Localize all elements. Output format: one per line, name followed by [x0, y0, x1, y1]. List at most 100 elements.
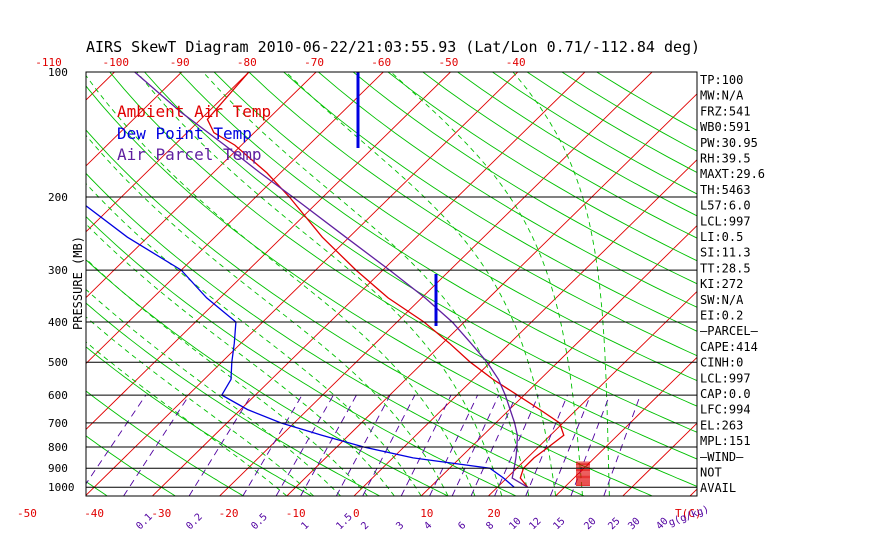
bottom-temp-tick-label: -20: [219, 507, 239, 520]
index-label: MAXT:29.6: [700, 167, 765, 181]
moist-adiabat-line: [86, 341, 288, 496]
isotherm-line: [0, 72, 47, 496]
dry-adiabat-line: [86, 129, 653, 496]
pressure-tick-label: 400: [48, 316, 68, 329]
dry-adiabat-line: [248, 72, 697, 357]
index-label: PW:30.95: [700, 136, 758, 150]
index-label: LFC:994: [700, 403, 751, 417]
moist-adiabat-line: [86, 134, 449, 496]
legend: Ambient Air Temp Dew Point Temp Air Parc…: [117, 102, 271, 164]
mixing-ratio-label: 12: [527, 516, 543, 532]
top-temp-tick-label: -40: [506, 56, 526, 69]
mixing-ratio-label: 6: [456, 520, 468, 532]
moist-adiabat-line: [136, 72, 503, 496]
moist-adiabat-line: [86, 316, 315, 496]
mixing-ratio-line: [470, 394, 517, 496]
dry-adiabat-line: [109, 72, 697, 460]
dry-adiabat-line: [144, 72, 697, 433]
index-label: AVAIL: [700, 481, 736, 495]
dry-adiabat-line: [283, 72, 697, 332]
index-label: CAPE:414: [700, 340, 758, 354]
mixing-ratio-label: 30: [626, 516, 642, 532]
dry-adiabat-line: [86, 346, 312, 496]
mixing-ratio-label: 1: [299, 520, 311, 532]
top-temp-tick-label: -60: [371, 56, 391, 69]
top-temp-tick-label: -100: [103, 56, 129, 69]
index-label: RH:39.5: [700, 152, 751, 166]
index-label: TP:100: [700, 73, 743, 87]
dry-adiabat-line: [526, 72, 697, 173]
pressure-tick-label: 100: [48, 66, 68, 79]
mixing-ratio-line: [300, 394, 357, 496]
index-label: MPL:151: [700, 434, 751, 448]
mixing-ratio-line: [494, 394, 539, 496]
pressure-tick-label: 900: [48, 462, 68, 475]
bottom-temp-tick-label: 10: [420, 507, 433, 520]
index-label: –WIND–: [700, 450, 744, 464]
mixing-ratio-label: 2: [359, 520, 371, 532]
mixing-ratio-line: [86, 394, 147, 485]
mixing-ratio-line: [123, 394, 190, 496]
dry-adiabat-line: [178, 72, 697, 407]
top-temp-tick-label: -70: [304, 56, 324, 69]
index-label: KI:272: [700, 277, 743, 291]
mixing-ratio-label: 25: [606, 516, 622, 532]
bottom-temp-tick-label: 20: [487, 507, 500, 520]
isotherm-line: [757, 72, 870, 496]
index-label: –PARCEL–: [700, 324, 759, 338]
mixing-ratio-line: [429, 394, 479, 496]
mixing-ratio-label: 10: [507, 516, 523, 532]
index-label: LI:0.5: [700, 230, 743, 244]
index-label: MW:N/A: [700, 89, 744, 103]
index-label: LCL:997: [700, 214, 751, 228]
traces: [86, 72, 590, 488]
dry-adiabat-line: [422, 72, 697, 239]
mixing-ratio-label: 8: [484, 520, 496, 532]
legend-ambient: Ambient Air Temp: [117, 102, 271, 121]
mixing-ratio-label: 15: [551, 516, 567, 532]
mixing-ratio-line: [242, 394, 303, 496]
moist-adiabat-line: [86, 288, 341, 496]
isotherm-line: [86, 72, 451, 430]
bottom-temp-tick-label: -50: [17, 507, 37, 520]
isotherm-line: [86, 72, 250, 233]
legend-parcel: Air Parcel Temp: [117, 145, 262, 164]
bottom-temp-tick-label: 0: [353, 507, 360, 520]
moist-adiabat-line: [86, 182, 422, 496]
isotherm-line: [86, 72, 317, 299]
bottom-temp-unit: T(C): [675, 507, 702, 520]
mixing-ratio-label: 0.2: [184, 512, 205, 533]
pressure-tick-label: 800: [48, 441, 68, 454]
moist-adiabat-line: [202, 72, 530, 496]
pressure-tick-label: 600: [48, 389, 68, 402]
moist-adiabat-line: [512, 72, 610, 496]
top-temp-tick-label: -110: [35, 56, 62, 69]
mixing-ratio-line: [570, 394, 611, 496]
pressure-tick-label: 700: [48, 417, 68, 430]
dry-adiabat-line: [86, 216, 517, 496]
isotherm-line: [420, 225, 697, 496]
index-label: SI:11.3: [700, 246, 751, 260]
top-temp-tick-label: -50: [439, 56, 459, 69]
moist-adiabat-line: [86, 223, 395, 496]
ambient-temp-trace: [206, 72, 565, 488]
isotherm-line: [86, 72, 384, 365]
moist-adiabat-line: [390, 72, 583, 496]
index-label: WB0:591: [700, 120, 751, 134]
isotherm-line: [353, 159, 697, 496]
mixing-ratio-line: [362, 394, 416, 496]
index-label: LCL:997: [700, 371, 751, 385]
pressure-tick-label: 200: [48, 191, 68, 204]
top-temp-tick-label: -90: [170, 56, 190, 69]
dry-adiabat-line: [213, 72, 697, 382]
bottom-temp-tick-label: -40: [84, 507, 104, 520]
mixing-ratio-line: [188, 394, 252, 496]
top-temp-tick-label: -80: [237, 56, 257, 69]
index-label: CAP:0.0: [700, 387, 751, 401]
moist-adiabat-line: [86, 258, 368, 496]
mixing-ratio-line: [525, 394, 568, 496]
index-label: EL:263: [700, 418, 743, 432]
moist-adiabat-line: [285, 72, 557, 496]
